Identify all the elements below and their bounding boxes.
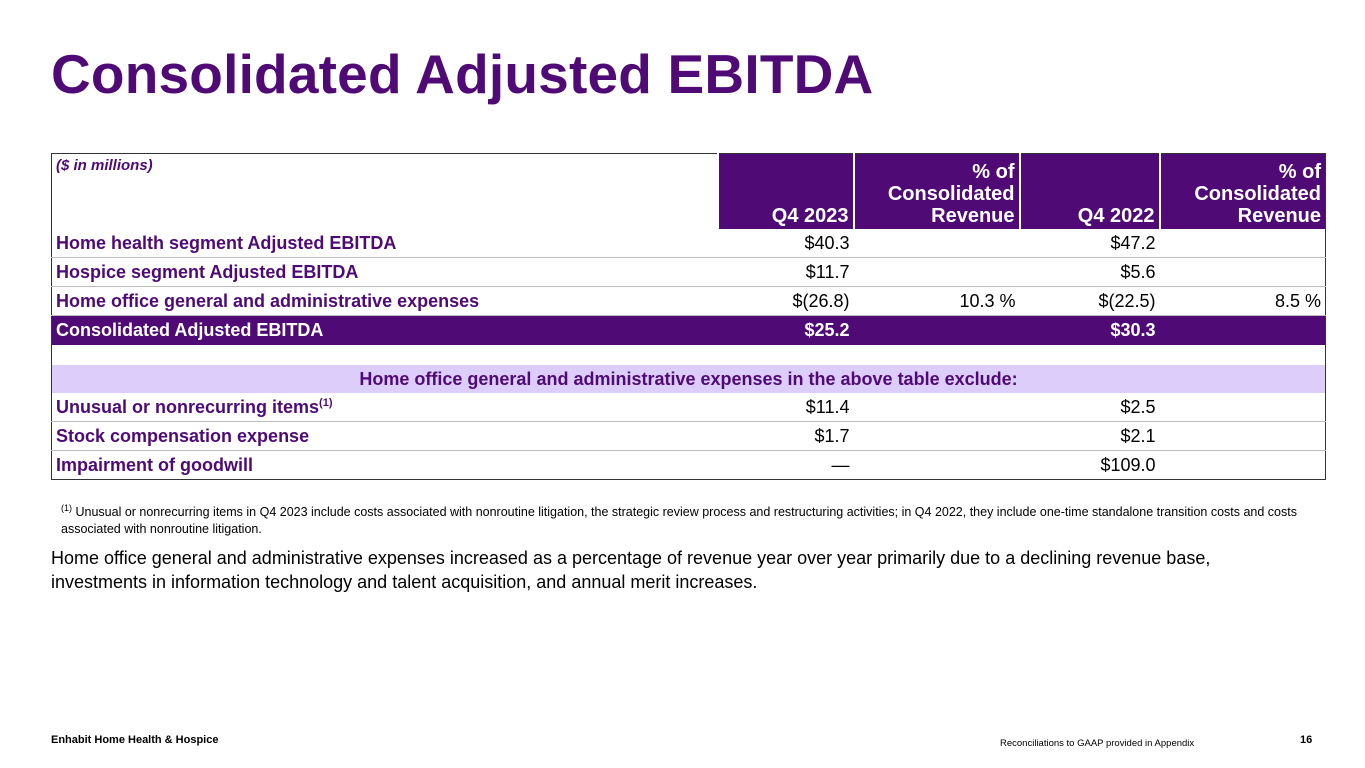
unit-label: ($ in millions) (51, 153, 718, 229)
total-pct-2023 (853, 315, 1020, 345)
cell-q4-2022: $5.6 (1019, 257, 1160, 287)
row-label: Impairment of goodwill (51, 450, 718, 480)
table-row: Hospice segment Adjusted EBITDA $11.7 $5… (51, 257, 1326, 287)
total-q4-2023: $25.2 (717, 315, 854, 345)
total-pct-2022 (1159, 315, 1326, 345)
exclude-header-row: Home office general and administrative e… (51, 365, 1326, 393)
exclude-header: Home office general and administrative e… (51, 365, 1326, 393)
cell-pct-2023: 10.3 % (853, 286, 1020, 316)
table-row: Home health segment Adjusted EBITDA $40.… (51, 229, 1326, 258)
spacer-row (51, 344, 1326, 365)
page-title: Consolidated Adjusted EBITDA (51, 43, 874, 105)
col-header-pct-2022: % of Consolidated Revenue (1158, 153, 1326, 229)
table-header-row: ($ in millions) Q4 2023 % of Consolidate… (51, 153, 1326, 229)
cell-q4-2022: $109.0 (1019, 450, 1160, 480)
cell-pct-2023 (853, 229, 1020, 258)
total-label: Consolidated Adjusted EBITDA (51, 315, 718, 345)
footer-note: Reconciliations to GAAP provided in Appe… (1000, 738, 1195, 749)
cell-q4-2023: $(26.8) (717, 286, 854, 316)
col-header-pct-2023: % of Consolidated Revenue (852, 153, 1020, 229)
row-label: Home health segment Adjusted EBITDA (51, 229, 718, 258)
cell-q4-2022: $47.2 (1019, 229, 1160, 258)
row-label: Hospice segment Adjusted EBITDA (51, 257, 718, 287)
cell-q4-2023: $1.7 (717, 421, 854, 451)
page-number: 16 (1300, 734, 1313, 746)
cell-pct-2022 (1159, 257, 1326, 287)
total-row: Consolidated Adjusted EBITDA $25.2 $30.3 (51, 315, 1326, 345)
footnote-marker: (1) (319, 396, 333, 409)
cell-q4-2023: $40.3 (717, 229, 854, 258)
footer-company: Enhabit Home Health & Hospice (51, 734, 219, 746)
total-q4-2022: $30.3 (1019, 315, 1160, 345)
table-row: Home office general and administrative e… (51, 286, 1326, 316)
col-header-q4-2023: Q4 2023 (716, 153, 854, 229)
cell-q4-2022: $(22.5) (1019, 286, 1160, 316)
cell-pct-2022: 8.5 % (1159, 286, 1326, 316)
row-label: Stock compensation expense (51, 421, 718, 451)
cell-q4-2023: $11.7 (717, 257, 854, 287)
cell-q4-2023: — (717, 450, 854, 480)
row-label: Home office general and administrative e… (51, 286, 718, 316)
table-row: Stock compensation expense $1.7 $2.1 (51, 421, 1326, 451)
footnote: (1) Unusual or nonrecurring items in Q4 … (61, 500, 1331, 538)
col-header-q4-2022: Q4 2022 (1018, 153, 1160, 229)
cell-q4-2022: $2.1 (1019, 421, 1160, 451)
cell-q4-2022: $2.5 (1019, 393, 1160, 422)
table-row: Impairment of goodwill — $109.0 (51, 450, 1326, 480)
table-row: Unusual or nonrecurring items(1) $11.4 $… (51, 393, 1326, 422)
cell-pct-2023 (853, 257, 1020, 287)
body-paragraph: Home office general and administrative e… (51, 548, 1211, 592)
cell-pct-2022 (1159, 229, 1326, 258)
footnote-text: Unusual or nonrecurring items in Q4 2023… (61, 505, 1297, 537)
ebitda-table: ($ in millions) Q4 2023 % of Consolidate… (51, 153, 1326, 480)
cell-q4-2023: $11.4 (717, 393, 854, 422)
row-label: Unusual or nonrecurring items(1) (51, 393, 718, 422)
footnote-marker: (1) (61, 503, 72, 513)
